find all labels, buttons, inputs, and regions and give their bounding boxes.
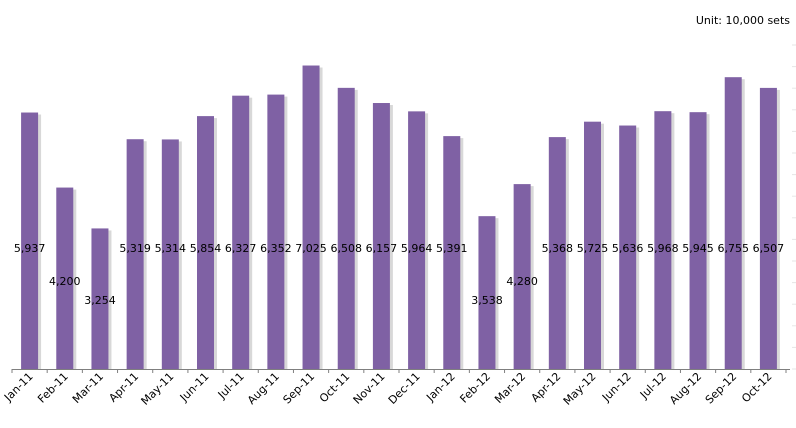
bar-sep-12 [724,77,742,370]
x-tick-label: Jul-11 [215,370,247,402]
data-label: 3,538 [471,294,503,307]
data-label: 6,327 [225,242,257,255]
x-tick-label: Jul-12 [637,370,669,402]
data-label: 5,937 [14,242,46,255]
bar-feb-12 [478,216,496,369]
x-tick-label: Aug-11 [245,370,282,407]
x-tick-label: Sep-11 [281,370,318,407]
bar-jun-12 [619,125,637,369]
bar-mar-11 [91,228,109,369]
data-label: 5,319 [119,242,151,255]
data-label: 6,157 [366,242,398,255]
bar-aug-11 [267,94,285,369]
bar-mar-12 [513,184,531,369]
data-label: 5,314 [155,242,187,255]
bar-jul-12 [654,111,672,369]
x-tick-label: Feb-12 [457,370,493,406]
data-label: 7,025 [295,242,327,255]
x-tick-label: May-11 [139,370,177,408]
data-label: 4,280 [506,275,538,288]
bar-oct-11 [337,87,355,369]
bar-nov-11 [372,103,390,369]
x-tick-label: Aug-12 [667,370,704,407]
bar-jul-11 [232,95,250,370]
data-label: 3,254 [84,294,116,307]
data-label: 5,968 [647,242,679,255]
x-tick-label: Jun-11 [177,370,212,405]
x-tick-label: Oct-12 [739,370,774,405]
x-tick-label: Feb-11 [35,370,71,406]
bar-may-12 [584,121,601,370]
x-tick-label: Apr-11 [106,370,141,405]
bar-apr-12 [548,137,566,369]
data-label: 5,391 [436,242,468,255]
data-label: 5,636 [612,242,644,255]
data-label: 5,368 [542,242,574,255]
x-tick-label: Oct-11 [317,370,352,405]
data-label: 6,755 [717,242,749,255]
bar-jun-11 [197,116,214,369]
unit-label: Unit: 10,000 sets [695,14,790,27]
x-tick-label: Dec-11 [386,370,423,407]
x-tick-label: Apr-12 [529,370,564,405]
bar-feb-11 [56,187,74,369]
bar-oct-12 [759,87,777,370]
data-label: 6,507 [753,242,785,255]
x-tick-label: Mar-12 [492,370,528,406]
bar-may-11 [161,139,179,369]
data-label: 5,964 [401,242,433,255]
x-tick-label: Jan-12 [423,370,458,405]
x-tick-label: Jan-11 [1,370,36,405]
x-tick-label: Mar-11 [70,370,106,406]
x-tick-label: Jun-12 [599,370,634,405]
data-label: 6,352 [260,242,292,255]
bar-jan-11 [21,112,39,369]
bar-dec-11 [408,111,426,370]
bar-sep-11 [302,65,320,370]
data-label: 4,200 [49,275,81,288]
x-tick-label: Sep-12 [703,370,740,407]
x-tick-label: Nov-11 [351,370,388,407]
data-label: 5,854 [190,242,222,255]
axis-layer [11,44,796,373]
data-label: 6,508 [330,242,362,255]
bar-jan-12 [443,136,461,369]
data-label: 5,945 [682,242,714,255]
bar-apr-11 [126,139,144,369]
bars-layer [21,65,780,370]
bar-aug-12 [689,112,707,370]
data-label: 5,725 [577,242,609,255]
x-tick-label: May-12 [561,370,599,408]
